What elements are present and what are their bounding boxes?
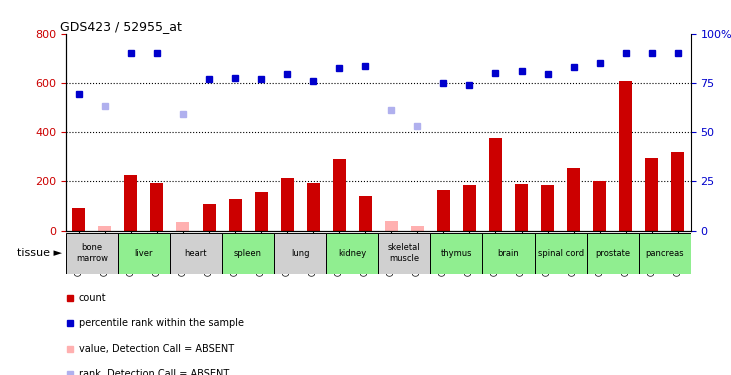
Bar [645,158,658,231]
Bar [151,183,164,231]
Text: count: count [79,293,107,303]
Bar [222,232,274,274]
Bar [118,232,170,274]
Bar [431,232,482,274]
Bar [593,182,606,231]
Bar [515,184,528,231]
Bar [541,185,554,231]
Text: tissue ►: tissue ► [17,248,62,258]
Text: heart: heart [185,249,208,258]
Bar [72,209,86,231]
Text: percentile rank within the sample: percentile rank within the sample [79,318,244,328]
Bar [170,232,222,274]
Text: GDS423 / 52955_at: GDS423 / 52955_at [59,20,181,33]
Bar [463,185,476,231]
Text: prostate: prostate [595,249,630,258]
Bar [482,232,534,274]
Text: spinal cord: spinal cord [537,249,583,258]
Text: spleen: spleen [234,249,262,258]
Text: skeletal
muscle: skeletal muscle [388,243,420,263]
Bar [411,226,424,231]
Bar [124,175,137,231]
Bar [274,232,326,274]
Bar [639,232,691,274]
Bar [567,168,580,231]
Bar [99,226,111,231]
Bar [359,196,372,231]
Bar [333,159,346,231]
Bar [489,138,502,231]
Bar [326,232,379,274]
Text: liver: liver [135,249,154,258]
Text: lung: lung [291,249,309,258]
Bar [176,222,189,231]
Text: pancreas: pancreas [645,249,684,258]
Bar [671,152,684,231]
Bar [229,199,241,231]
Bar [385,221,398,231]
Text: brain: brain [498,249,520,258]
Bar [534,232,586,274]
Text: value, Detection Call = ABSENT: value, Detection Call = ABSENT [79,344,234,354]
Bar [66,232,118,274]
Text: bone
marrow: bone marrow [76,243,108,263]
Bar [437,190,450,231]
Bar [307,183,319,231]
Bar [586,232,639,274]
Bar [202,204,216,231]
Bar [379,232,431,274]
Text: kidney: kidney [338,249,366,258]
Bar [281,178,294,231]
Text: thymus: thymus [441,249,472,258]
Bar [619,81,632,231]
Bar [254,192,268,231]
Text: rank, Detection Call = ABSENT: rank, Detection Call = ABSENT [79,369,229,375]
